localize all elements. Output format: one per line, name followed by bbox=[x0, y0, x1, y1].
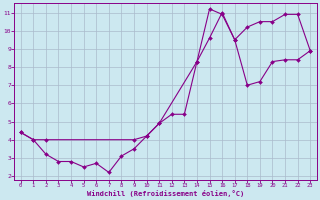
X-axis label: Windchill (Refroidissement éolien,°C): Windchill (Refroidissement éolien,°C) bbox=[87, 190, 244, 197]
